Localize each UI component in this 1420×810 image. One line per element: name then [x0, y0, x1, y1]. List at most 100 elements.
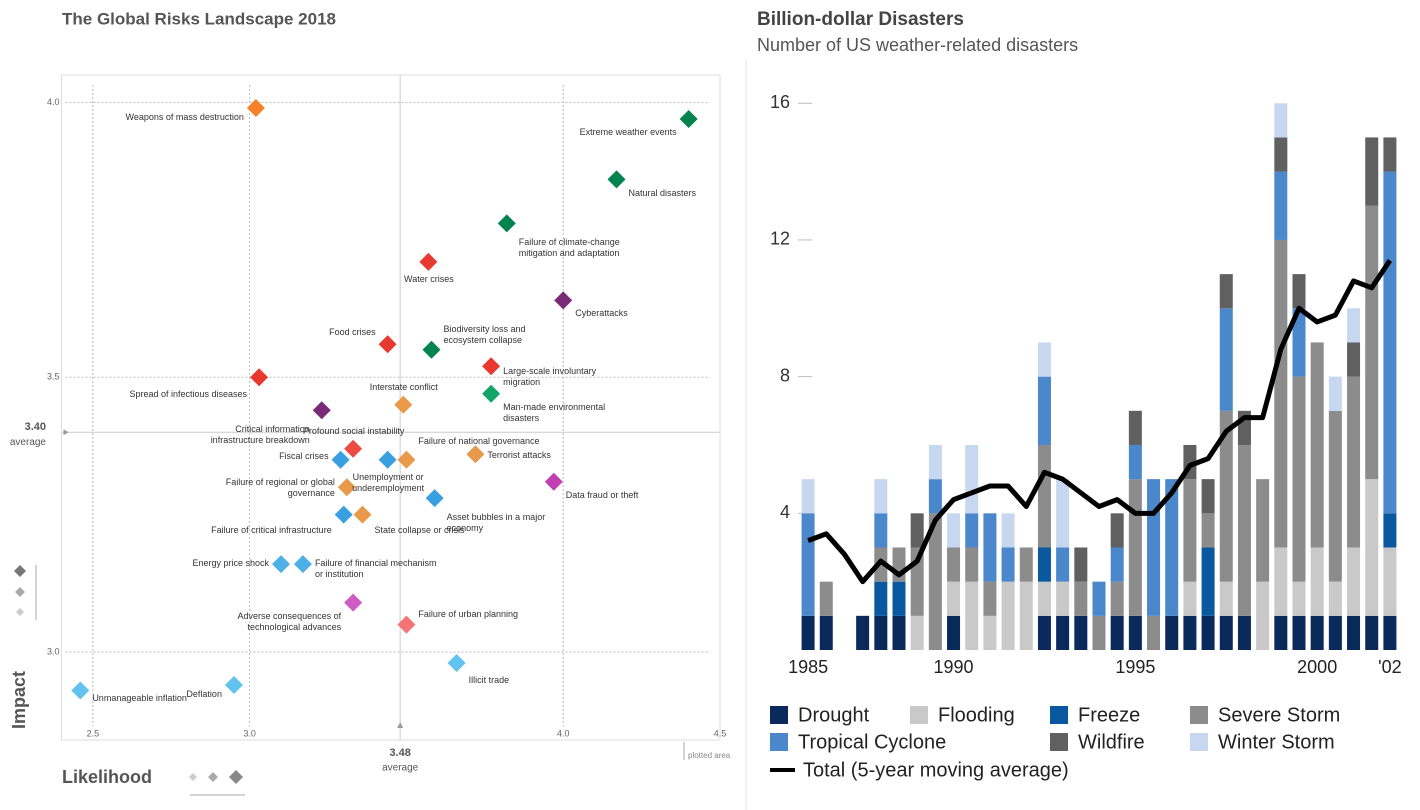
bar-segment: [856, 615, 870, 650]
risk-point: [272, 555, 290, 574]
risk-point: [394, 395, 413, 414]
bar-segment: [1183, 615, 1197, 650]
bar-segment: [1310, 615, 1324, 650]
legend-swatch: [910, 706, 928, 724]
point-label: Failure of critical infrastructure: [211, 524, 332, 535]
bar-segment: [1347, 547, 1361, 616]
bar-segment: [1383, 513, 1397, 548]
x-tick-label: 4.0: [557, 728, 570, 738]
risk-point: [331, 450, 350, 469]
x-tick-label: '02: [1378, 657, 1401, 677]
bar-segment: [1147, 479, 1161, 616]
bar-segment: [910, 513, 924, 548]
legend-label: Severe Storm: [1218, 704, 1340, 726]
risk-point: [422, 340, 441, 359]
x-tick-label: 4.5: [714, 728, 727, 738]
bar-segment: [1292, 615, 1306, 650]
risk-point: [397, 450, 416, 469]
bar-segment: [928, 444, 942, 480]
y-tick-label: 4: [780, 502, 790, 522]
point-label: Extreme weather events: [579, 126, 677, 137]
point-label: Interstate conflict: [369, 381, 438, 392]
bar-segment: [1383, 547, 1397, 616]
bar-segment: [1056, 479, 1070, 548]
risk-point: [482, 384, 501, 403]
risk-point: [293, 555, 312, 574]
bar-segment: [1347, 615, 1361, 650]
point-label: Data fraud or theft: [565, 489, 639, 500]
bar-segment: [1237, 615, 1251, 650]
y-tick-label: 4.0: [47, 97, 60, 107]
bar-segment: [1110, 615, 1124, 650]
average-label: average: [382, 763, 419, 774]
bar-segment: [1328, 410, 1342, 582]
point-label: Failure of financial mechanism or instit…: [314, 558, 437, 580]
bar-segment: [1110, 581, 1124, 616]
bar-segment: [1219, 410, 1233, 582]
average-marker: [63, 429, 69, 436]
risk-point: [397, 615, 416, 634]
bar-segment: [1092, 615, 1106, 650]
legend-label: Drought: [798, 704, 870, 726]
bar-segment: [1383, 171, 1397, 514]
y-axis-label: Impact: [9, 671, 29, 729]
bar-segment: [1110, 513, 1124, 548]
bar-segment: [1347, 376, 1361, 548]
risk-point: [224, 676, 243, 695]
plot-frame: [61, 74, 721, 741]
point-label: Failure of regional or global governance: [225, 477, 335, 499]
point-label: Water crises: [404, 273, 454, 284]
bar-segment: [910, 615, 924, 650]
risk-point: [425, 489, 444, 508]
bar-segment: [1056, 547, 1070, 582]
bar-segment: [1110, 547, 1124, 582]
bar-segment: [892, 615, 906, 650]
bar-segment: [874, 479, 888, 514]
bar-segment: [1328, 376, 1342, 411]
point-label: State collapse or crisis: [374, 524, 465, 535]
bar-segment: [1292, 274, 1306, 309]
risk-point: [344, 593, 363, 612]
bar-segment: [1037, 547, 1051, 582]
bar-segment: [1328, 581, 1342, 616]
risk-point: [419, 252, 438, 271]
bar-segment: [928, 479, 942, 514]
chart-title: Billion-dollar Disasters: [757, 9, 964, 30]
risk-point: [250, 368, 269, 387]
bar-segment: [1037, 342, 1051, 377]
x-tick-label: 1985: [788, 657, 828, 677]
bar-segment: [983, 513, 997, 582]
x-tick-label: 3.0: [243, 728, 256, 738]
point-label: Deflation: [186, 689, 222, 700]
bar-segment: [1092, 581, 1106, 616]
bar-segment: [1310, 547, 1324, 616]
bar-segment: [892, 581, 906, 616]
bar-segment: [1183, 581, 1197, 616]
risk-point: [544, 472, 563, 491]
bar-segment: [1074, 615, 1088, 650]
point-label: Large-scale involuntary migration: [503, 366, 597, 388]
point-label: Failure of urban planning: [418, 608, 518, 619]
bar-segment: [1074, 547, 1088, 582]
bar-segment: [1201, 547, 1215, 616]
average-value: 3.40: [25, 421, 46, 433]
bar-segment: [1037, 376, 1051, 445]
legend-swatch: [770, 706, 788, 724]
bar-segment: [1037, 615, 1051, 650]
bar-segment: [1347, 342, 1361, 377]
bar-segment: [1292, 376, 1306, 582]
point-label: Spread of infectious diseases: [129, 389, 248, 400]
y-tick-label: 8: [780, 365, 790, 385]
bar-segment: [1292, 581, 1306, 616]
legend-label: Tropical Cyclone: [798, 731, 946, 753]
bar-segment: [1201, 479, 1215, 514]
legend-swatch: [1050, 733, 1068, 751]
bar-segment: [1365, 479, 1379, 616]
risk-point: [679, 109, 698, 128]
bar-segment: [819, 615, 833, 650]
point-label: Illicit trade: [468, 675, 510, 686]
risk-point: [353, 505, 372, 524]
legend-label: Freeze: [1078, 704, 1140, 726]
bar-segment: [1001, 513, 1015, 548]
